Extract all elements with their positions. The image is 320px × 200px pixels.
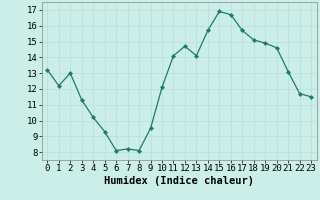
X-axis label: Humidex (Indice chaleur): Humidex (Indice chaleur) bbox=[104, 176, 254, 186]
